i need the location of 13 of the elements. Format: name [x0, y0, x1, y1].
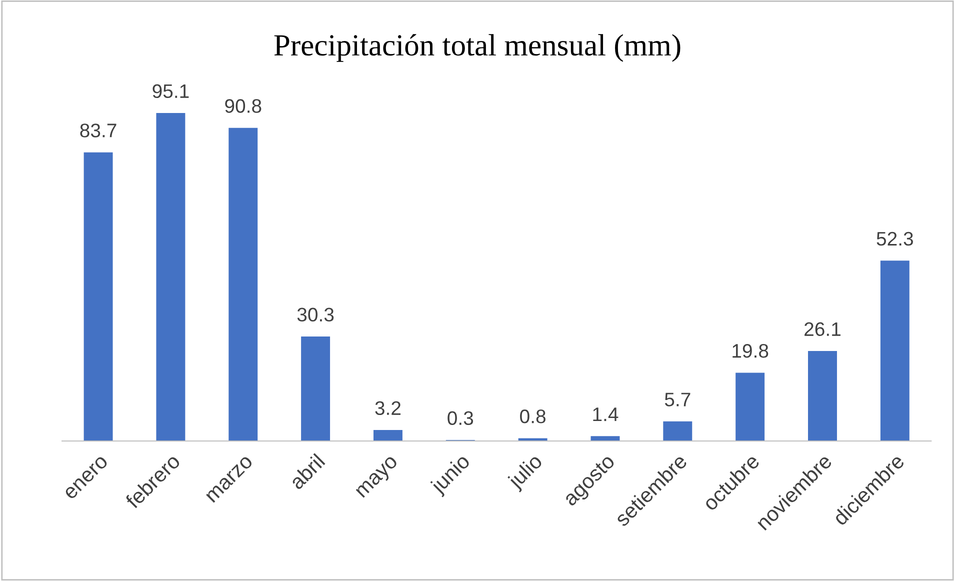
data-label: 0.3 [448, 411, 474, 426]
data-label: 1.4 [593, 408, 618, 422]
data-label: 30.3 [297, 308, 334, 322]
data-label: 5.7 [664, 392, 690, 406]
data-label: 0.8 [520, 410, 546, 424]
data-label: 19.8 [732, 344, 768, 358]
data-label: 95.1 [152, 84, 189, 98]
data-label: 3.2 [375, 401, 401, 416]
chart-title: Precipitación total mensual (mm) [274, 34, 680, 62]
data-label: 26.1 [804, 322, 840, 336]
data-label: 90.8 [225, 99, 262, 113]
data-label: 52.3 [876, 232, 913, 246]
data-label: 83.7 [80, 124, 116, 138]
